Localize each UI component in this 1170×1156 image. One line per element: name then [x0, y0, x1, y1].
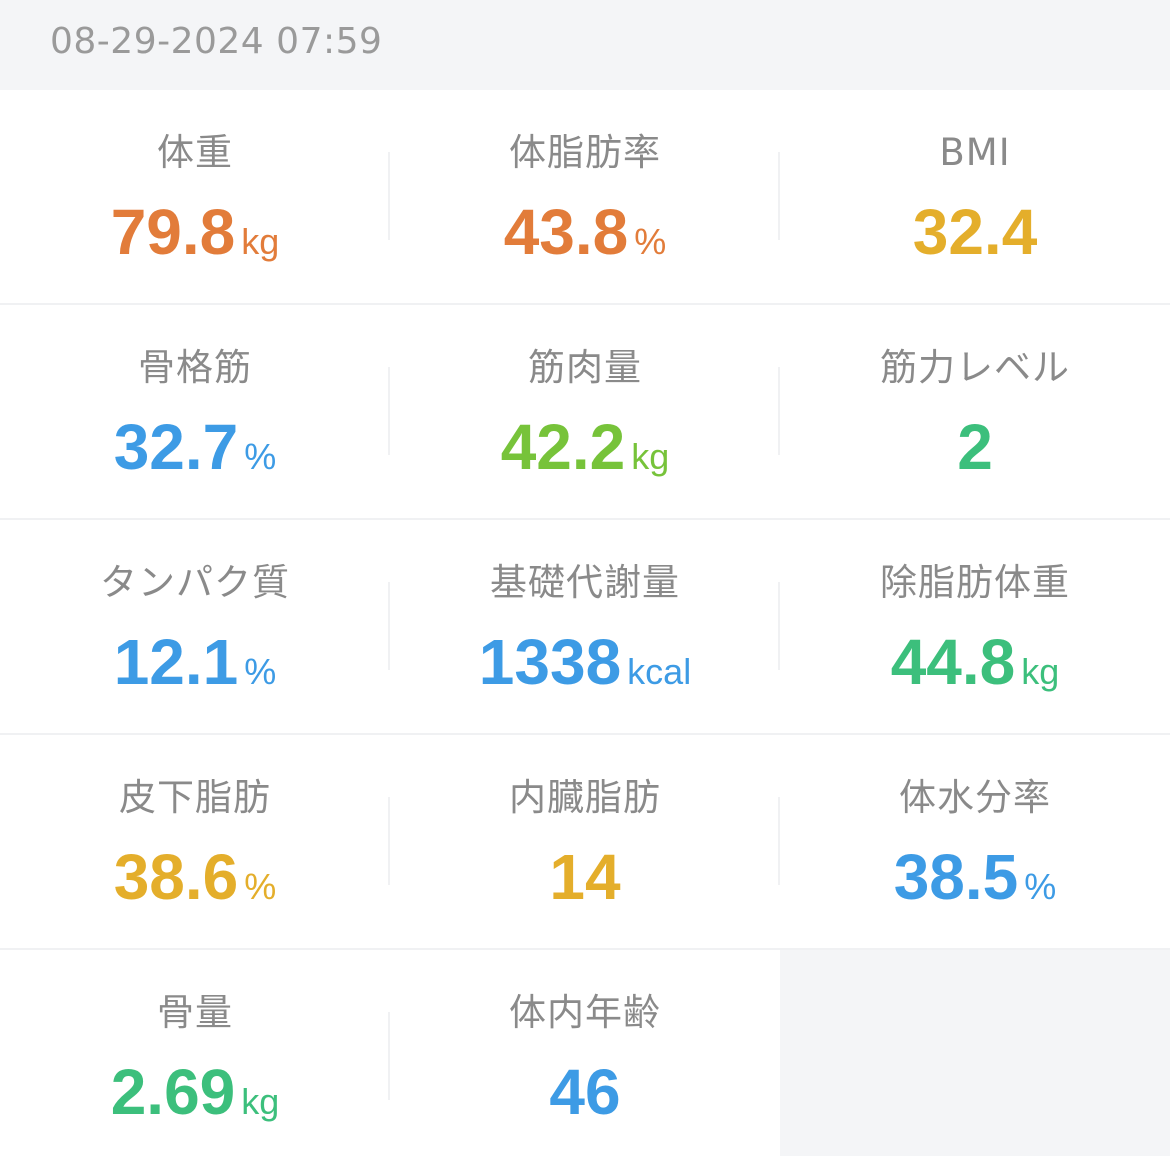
metric-label: BMI — [939, 131, 1011, 174]
metric-label: 体重 — [157, 131, 233, 174]
metric-unit: % — [244, 436, 277, 477]
header-bar: 08-29-2024 07:59 — [0, 0, 1170, 90]
metric-visceral-fat[interactable]: 内臓脂肪 14 — [390, 735, 780, 948]
metric-label: 皮下脂肪 — [119, 776, 271, 819]
metric-value: 2.69 — [110, 1056, 236, 1128]
metric-lean-body-mass[interactable]: 除脂肪体重 44.8 kg — [780, 520, 1170, 733]
metric-value-row: 38.5 % — [894, 841, 1057, 913]
metric-unit: % — [634, 221, 667, 262]
metric-value-row: 43.8 % — [504, 196, 667, 268]
metric-label: 骨格筋 — [138, 346, 252, 389]
metric-value: 44.8 — [890, 626, 1016, 698]
metric-value: 46 — [549, 1056, 621, 1128]
metric-value-row: 46 — [549, 1056, 620, 1128]
metric-skeletal-muscle[interactable]: 骨格筋 32.7 % — [0, 305, 390, 518]
metric-value: 79.8 — [110, 196, 236, 268]
metric-label: タンパク質 — [100, 561, 290, 604]
metric-value-row: 44.8 kg — [891, 626, 1060, 698]
metric-weight[interactable]: 体重 79.8 kg — [0, 90, 390, 303]
metric-value: 38.6 — [113, 841, 239, 913]
metric-value: 14 — [549, 841, 621, 913]
metric-body-water[interactable]: 体水分率 38.5 % — [780, 735, 1170, 948]
metric-value-row: 1338 kcal — [479, 626, 691, 698]
metric-label: 体水分率 — [899, 776, 1051, 819]
metric-unit: kg — [631, 436, 670, 477]
metric-value-row: 32.7 % — [114, 411, 277, 483]
metric-bmi[interactable]: BMI 32.4 — [780, 90, 1170, 303]
metric-subcutaneous-fat[interactable]: 皮下脂肪 38.6 % — [0, 735, 390, 948]
metric-label: 基礎代謝量 — [490, 561, 680, 604]
metric-value: 43.8 — [503, 196, 629, 268]
metric-value: 38.5 — [893, 841, 1019, 913]
metric-value: 32.7 — [113, 411, 239, 483]
metric-unit: % — [244, 866, 277, 907]
metric-value-row: 2.69 kg — [111, 1056, 280, 1128]
metric-value-row: 42.2 kg — [501, 411, 670, 483]
measurement-timestamp: 08-29-2024 07:59 — [50, 20, 383, 62]
empty-cell — [780, 950, 1170, 1156]
metric-value-row: 32.4 — [913, 196, 1038, 268]
metric-value-row: 14 — [549, 841, 620, 913]
metric-protein[interactable]: タンパク質 12.1 % — [0, 520, 390, 733]
metric-value: 2 — [957, 411, 993, 483]
metric-value-row: 79.8 kg — [111, 196, 280, 268]
metric-label: 筋肉量 — [528, 346, 642, 389]
metric-label: 筋力レベル — [880, 346, 1070, 389]
metric-body-fat-rate[interactable]: 体脂肪率 43.8 % — [390, 90, 780, 303]
metric-value-row: 2 — [957, 411, 993, 483]
metric-unit: kg — [1021, 651, 1060, 692]
metric-unit: kg — [241, 1081, 280, 1122]
metric-unit: kcal — [627, 651, 692, 692]
metric-label: 内臓脂肪 — [509, 776, 661, 819]
metric-value-row: 12.1 % — [114, 626, 277, 698]
metric-value: 12.1 — [113, 626, 239, 698]
metric-value: 42.2 — [500, 411, 626, 483]
metric-unit: % — [1024, 866, 1057, 907]
metric-value: 1338 — [478, 626, 622, 698]
metric-basal-metabolism[interactable]: 基礎代謝量 1338 kcal — [390, 520, 780, 733]
metric-value-row: 38.6 % — [114, 841, 277, 913]
metric-unit: % — [244, 651, 277, 692]
metric-label: 体内年齢 — [509, 991, 661, 1034]
metric-muscle-mass[interactable]: 筋肉量 42.2 kg — [390, 305, 780, 518]
metric-body-age[interactable]: 体内年齢 46 — [390, 950, 780, 1156]
metric-label: 骨量 — [157, 991, 233, 1034]
metric-strength-level[interactable]: 筋力レベル 2 — [780, 305, 1170, 518]
metric-bone-mass[interactable]: 骨量 2.69 kg — [0, 950, 390, 1156]
metric-unit: kg — [241, 221, 280, 262]
metric-value: 32.4 — [912, 196, 1038, 268]
metric-label: 除脂肪体重 — [880, 561, 1070, 604]
metric-label: 体脂肪率 — [509, 131, 661, 174]
metrics-grid: 体重 79.8 kg 体脂肪率 43.8 % BMI 32.4 骨格筋 32.7… — [0, 90, 1170, 1156]
